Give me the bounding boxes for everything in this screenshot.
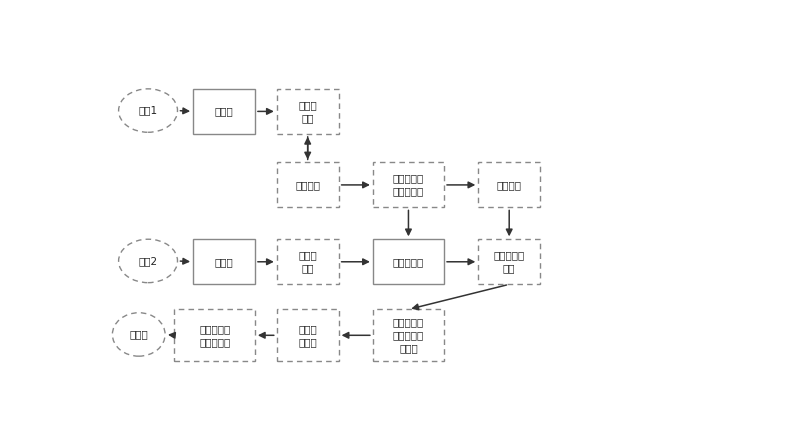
Ellipse shape bbox=[118, 239, 178, 283]
FancyBboxPatch shape bbox=[174, 309, 255, 361]
FancyBboxPatch shape bbox=[373, 309, 444, 361]
Text: 傅里叶
变换: 傅里叶 变换 bbox=[298, 100, 317, 123]
Text: 信号1: 信号1 bbox=[138, 105, 158, 115]
Text: 端点检测: 端点检测 bbox=[295, 180, 320, 190]
FancyBboxPatch shape bbox=[478, 239, 540, 284]
Text: 傅里叶
逆变换: 傅里叶 逆变换 bbox=[298, 324, 317, 347]
Text: 离散相位法
计算改进后
的互谱: 离散相位法 计算改进后 的互谱 bbox=[393, 317, 424, 354]
Text: 信号2: 信号2 bbox=[138, 256, 158, 266]
FancyBboxPatch shape bbox=[373, 239, 444, 284]
FancyBboxPatch shape bbox=[277, 89, 338, 134]
Ellipse shape bbox=[118, 89, 178, 132]
Text: 权权函数: 权权函数 bbox=[497, 180, 522, 190]
Text: 时间差: 时间差 bbox=[130, 329, 148, 339]
Text: 傅里叶
变换: 傅里叶 变换 bbox=[298, 250, 317, 273]
Text: 预处理: 预处理 bbox=[214, 106, 234, 116]
FancyBboxPatch shape bbox=[277, 239, 338, 284]
Ellipse shape bbox=[112, 313, 165, 356]
Text: 检测最前沿
估算时间差: 检测最前沿 估算时间差 bbox=[199, 324, 230, 347]
Text: 预处理: 预处理 bbox=[214, 257, 234, 267]
FancyBboxPatch shape bbox=[277, 309, 338, 361]
FancyBboxPatch shape bbox=[277, 162, 338, 207]
Text: 广义互相关
谱估值函数: 广义互相关 谱估值函数 bbox=[393, 173, 424, 197]
FancyBboxPatch shape bbox=[193, 89, 255, 134]
Text: 改进的多权
函数: 改进的多权 函数 bbox=[494, 250, 525, 273]
FancyBboxPatch shape bbox=[373, 162, 444, 207]
FancyBboxPatch shape bbox=[193, 239, 255, 284]
FancyBboxPatch shape bbox=[478, 162, 540, 207]
Text: 估计信噪比: 估计信噪比 bbox=[393, 257, 424, 267]
